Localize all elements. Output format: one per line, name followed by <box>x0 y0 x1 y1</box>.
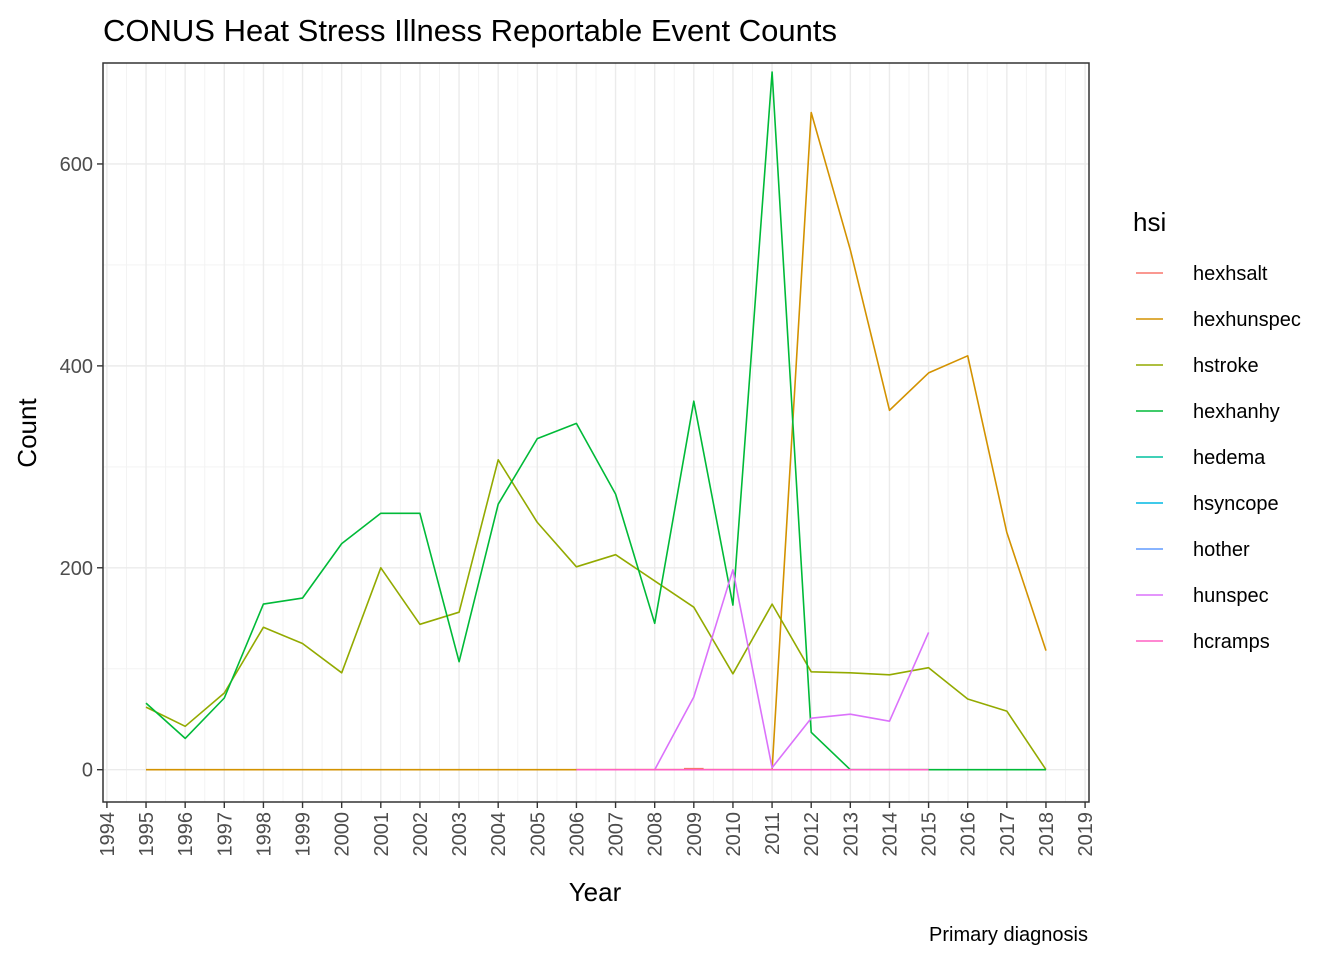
x-axis: 1994 1995 1996 1997 1998 1999 2000 2001 2002 2003… <box>97 802 1097 857</box>
x-axis-label: Year <box>569 877 622 907</box>
y-tick-label: 200 <box>60 558 93 580</box>
x-tick-label: 2013 <box>840 812 862 857</box>
x-tick-label: 2012 <box>801 812 823 857</box>
x-tick-label: 1997 <box>214 812 236 857</box>
y-tick-label: 600 <box>60 154 93 176</box>
series-line-hunspec <box>653 569 930 771</box>
x-tick-label: 2003 <box>449 812 471 857</box>
series-lines <box>145 71 1047 771</box>
y-tick-label: 400 <box>60 356 93 378</box>
legend-label-hcramps: hcramps <box>1193 631 1270 653</box>
x-tick-label: 1995 <box>136 812 158 857</box>
legend-label-hexhanhy: hexhanhy <box>1193 401 1280 423</box>
x-tick-label: 2006 <box>566 812 588 857</box>
legend-label-hexhsalt: hexhsalt <box>1193 263 1268 285</box>
legend-label-hsyncope: hsyncope <box>1193 493 1279 515</box>
x-tick-label: 1998 <box>253 812 275 857</box>
x-tick-label: 2000 <box>332 812 354 857</box>
series-line-hstroke <box>145 459 1047 771</box>
chart-caption: Primary diagnosis <box>929 924 1088 946</box>
legend-label-hexhunspec: hexhunspec <box>1193 309 1301 331</box>
grid-minor <box>103 63 1089 802</box>
x-tick-label: 2001 <box>371 812 393 857</box>
panel-border <box>102 62 1090 803</box>
x-tick-label: 2009 <box>684 812 706 857</box>
legend-label-hother: hother <box>1193 539 1250 561</box>
x-tick-label: 2017 <box>997 812 1019 857</box>
x-tick-label: 2019 <box>1075 812 1097 857</box>
x-tick-label: 2004 <box>488 812 510 857</box>
x-tick-label: 2016 <box>958 812 980 857</box>
x-tick-label: 2008 <box>645 812 667 857</box>
y-axis: 0 200 400 600 <box>60 154 103 782</box>
chart-title: CONUS Heat Stress Illness Reportable Eve… <box>103 13 837 48</box>
y-axis-label: Count <box>12 398 42 468</box>
legend: hexhsalt hexhunspec hstroke hexhanhy hedema h… <box>1136 263 1301 653</box>
grid-major <box>103 63 1089 802</box>
x-tick-label: 2010 <box>723 812 745 857</box>
legend-label-hunspec: hunspec <box>1193 585 1269 607</box>
legend-label-hstroke: hstroke <box>1193 355 1259 377</box>
x-tick-label: 2002 <box>410 812 432 857</box>
legend-title: hsi <box>1133 207 1166 237</box>
x-tick-label: 2007 <box>606 812 628 857</box>
x-tick-label: 2011 <box>762 812 784 855</box>
x-tick-label: 2015 <box>919 812 941 857</box>
x-tick-label: 2005 <box>527 812 549 857</box>
x-tick-label: 1999 <box>293 812 315 857</box>
x-tick-label: 2018 <box>1036 812 1058 857</box>
x-tick-label: 1994 <box>97 812 119 857</box>
x-tick-label: 2014 <box>879 812 901 857</box>
x-tick-label: 1996 <box>175 812 197 857</box>
legend-label-hedema: hedema <box>1193 447 1266 469</box>
y-tick-label: 0 <box>82 760 93 782</box>
